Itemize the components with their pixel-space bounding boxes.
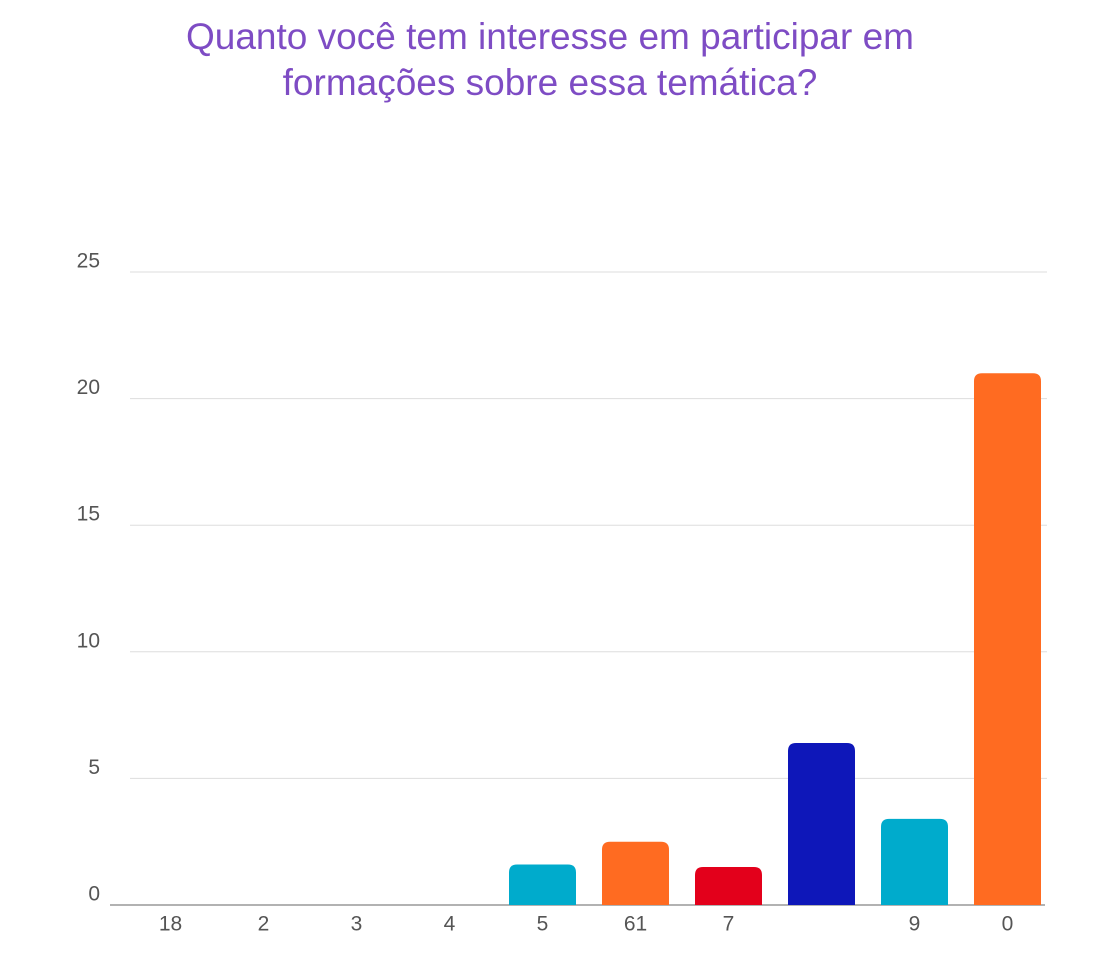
x-tick-label: 4	[444, 913, 456, 936]
x-tick-label: 61	[624, 913, 647, 936]
x-tick-label: 5	[537, 913, 549, 936]
bar	[788, 742, 855, 905]
y-tick-label: 10	[77, 629, 100, 652]
x-tick-label: 0	[1002, 913, 1014, 936]
y-tick-label: 25	[77, 250, 100, 273]
x-tick-label: 9	[909, 913, 921, 936]
bar	[881, 818, 948, 905]
bar	[509, 864, 576, 905]
chart-title: Quanto você tem interesse em participar …	[186, 16, 914, 103]
x-tick-label: 18	[159, 913, 182, 936]
y-tick-label: 0	[88, 883, 100, 906]
bar	[695, 867, 762, 905]
bar	[974, 373, 1041, 905]
x-tick-label: 2	[258, 913, 270, 936]
y-tick-label: 5	[88, 756, 100, 779]
bar	[602, 841, 669, 905]
y-tick-label: 15	[77, 503, 100, 526]
y-tick-label: 20	[77, 376, 100, 399]
x-tick-label: 3	[351, 913, 363, 936]
x-tick-label: 7	[723, 913, 735, 936]
